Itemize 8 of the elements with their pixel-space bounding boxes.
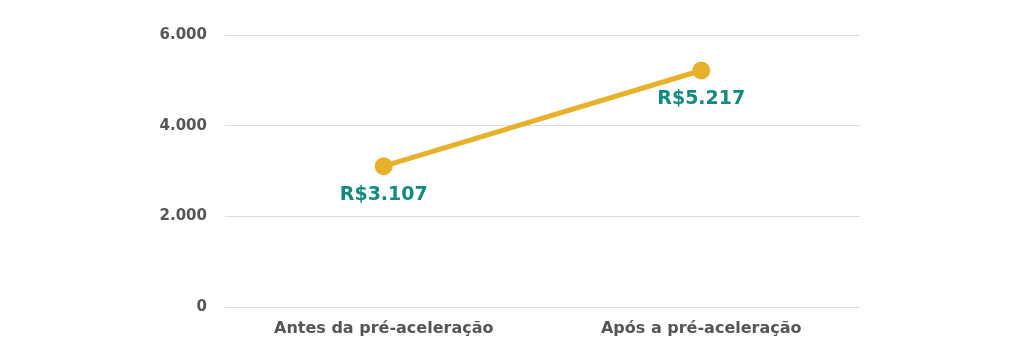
y-tick-label: 6.000 <box>159 24 207 43</box>
y-tick-label: 4.000 <box>159 115 207 134</box>
y-tick-label: 0 <box>196 296 207 315</box>
data-label: R$3.107 <box>339 182 428 205</box>
y-tick-label: 2.000 <box>159 206 207 225</box>
data-label: R$5.217 <box>657 86 746 109</box>
x-tick-label: Antes da pré-aceleração <box>274 317 494 337</box>
x-tick-label: Após a pré-aceleração <box>600 317 802 337</box>
